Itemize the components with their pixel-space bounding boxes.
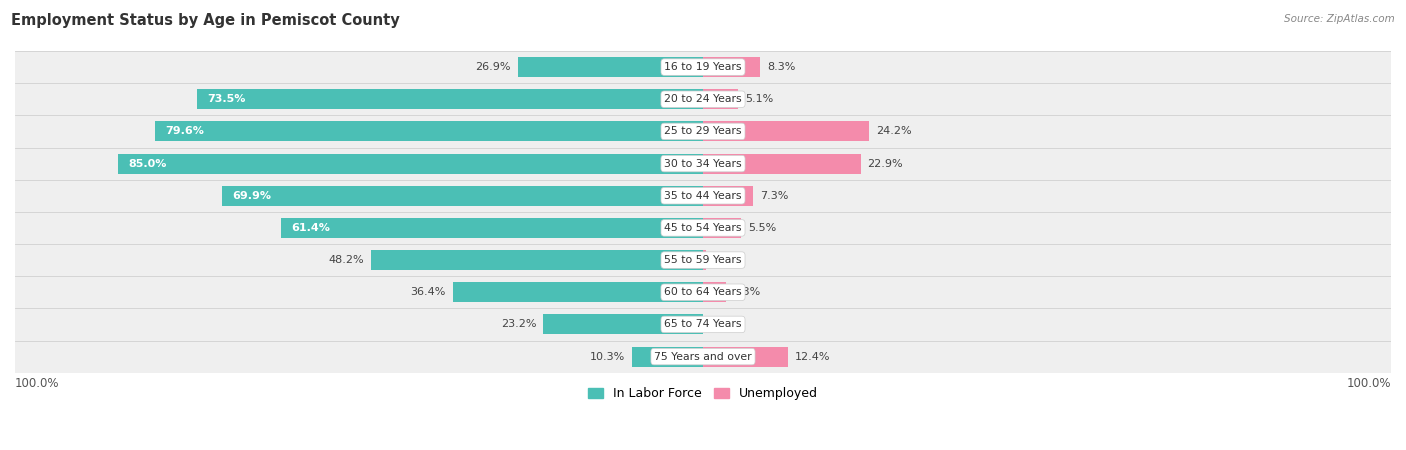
Bar [703, 282, 725, 302]
Text: 20 to 24 Years: 20 to 24 Years [664, 94, 742, 104]
Text: 48.2%: 48.2% [329, 255, 364, 265]
Text: 24.2%: 24.2% [876, 126, 912, 136]
Bar [15, 180, 1391, 212]
Text: 16 to 19 Years: 16 to 19 Years [664, 62, 742, 72]
Bar [197, 89, 703, 109]
Text: 10.3%: 10.3% [591, 351, 626, 362]
Text: 7.3%: 7.3% [761, 191, 789, 201]
Legend: In Labor Force, Unemployed: In Labor Force, Unemployed [583, 382, 823, 405]
Text: 22.9%: 22.9% [868, 158, 903, 169]
Text: 30 to 34 Years: 30 to 34 Years [664, 158, 742, 169]
Bar [703, 346, 789, 367]
Bar [118, 153, 703, 174]
Bar [703, 57, 761, 77]
Bar [222, 186, 703, 206]
Text: 69.9%: 69.9% [232, 191, 271, 201]
Text: 5.1%: 5.1% [745, 94, 773, 104]
Bar [703, 153, 860, 174]
Text: Source: ZipAtlas.com: Source: ZipAtlas.com [1284, 14, 1395, 23]
Text: 45 to 54 Years: 45 to 54 Years [664, 223, 742, 233]
Text: 60 to 64 Years: 60 to 64 Years [664, 287, 742, 297]
Bar [15, 148, 1391, 180]
Text: 35 to 44 Years: 35 to 44 Years [664, 191, 742, 201]
Text: 85.0%: 85.0% [128, 158, 167, 169]
Bar [15, 244, 1391, 276]
Bar [703, 186, 754, 206]
Text: 0.4%: 0.4% [713, 255, 741, 265]
Bar [703, 122, 869, 141]
Text: 5.5%: 5.5% [748, 223, 776, 233]
Bar [703, 89, 738, 109]
Bar [15, 276, 1391, 308]
Text: 65 to 74 Years: 65 to 74 Years [664, 320, 742, 329]
Text: 73.5%: 73.5% [208, 94, 246, 104]
Text: 8.3%: 8.3% [768, 62, 796, 72]
Text: Employment Status by Age in Pemiscot County: Employment Status by Age in Pemiscot Cou… [11, 14, 399, 28]
Text: 100.0%: 100.0% [15, 378, 59, 391]
Bar [703, 250, 706, 270]
Bar [155, 122, 703, 141]
Bar [15, 83, 1391, 115]
Bar [633, 346, 703, 367]
Bar [15, 115, 1391, 148]
Bar [15, 212, 1391, 244]
Bar [543, 315, 703, 334]
Bar [703, 218, 741, 238]
Text: 61.4%: 61.4% [291, 223, 330, 233]
Text: 23.2%: 23.2% [501, 320, 537, 329]
Text: 100.0%: 100.0% [1347, 378, 1391, 391]
Text: 55 to 59 Years: 55 to 59 Years [664, 255, 742, 265]
Bar [15, 51, 1391, 83]
Text: 26.9%: 26.9% [475, 62, 510, 72]
Text: 25 to 29 Years: 25 to 29 Years [664, 126, 742, 136]
Text: 3.3%: 3.3% [733, 287, 761, 297]
Text: 79.6%: 79.6% [166, 126, 204, 136]
Bar [281, 218, 703, 238]
Bar [453, 282, 703, 302]
Bar [15, 308, 1391, 341]
Bar [371, 250, 703, 270]
Bar [517, 57, 703, 77]
Text: 0.0%: 0.0% [710, 320, 738, 329]
Bar [15, 341, 1391, 373]
Text: 75 Years and over: 75 Years and over [654, 351, 752, 362]
Text: 12.4%: 12.4% [796, 351, 831, 362]
Text: 36.4%: 36.4% [411, 287, 446, 297]
